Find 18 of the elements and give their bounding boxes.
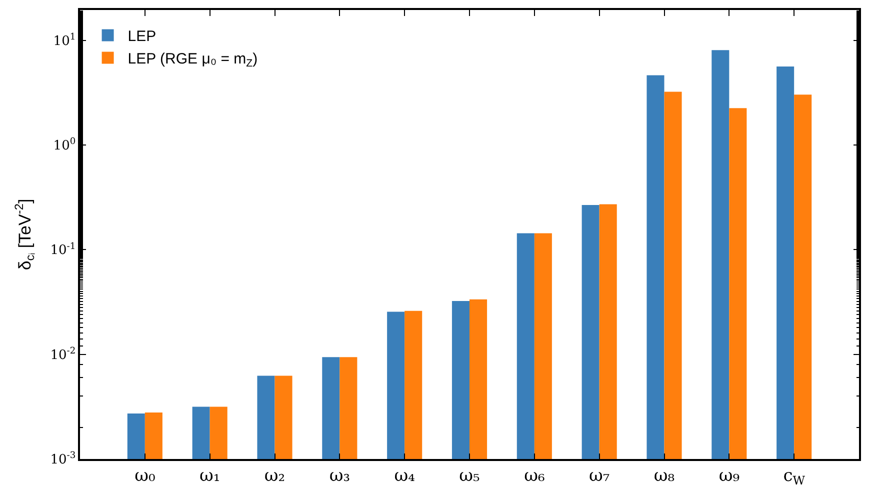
x-tick-label: ω₃ [329,466,350,486]
x-tick-label: ω₀ [134,466,156,486]
y-tick-label: 10$^{-3}$ [50,451,76,468]
y-tick-label: 10$^{0}$ [53,137,76,154]
x-tick-label: ω₁ [199,466,220,486]
x-tick-label: ω₅ [459,466,480,486]
y-tick-label: 10$^{1}$ [53,32,76,49]
x-tick-label: ω₉ [718,466,740,486]
y-tick-label: 10$^{-1}$ [50,242,76,258]
x-tick-label: ω₇ [588,466,610,486]
x-tick-label: ω₂ [264,466,286,486]
x-tick-label: ω₄ [394,466,416,486]
legend-label: LEP [128,28,156,46]
legend-label: LEP (RGE μ₀ = m$_{Z}$) [128,50,258,70]
y-tick-label: 10$^{-2}$ [50,346,76,363]
x-tick-label: c$_{W}$ [783,466,806,488]
x-tick-label: ω₈ [654,466,675,486]
x-tick-label: ω₆ [524,466,545,486]
